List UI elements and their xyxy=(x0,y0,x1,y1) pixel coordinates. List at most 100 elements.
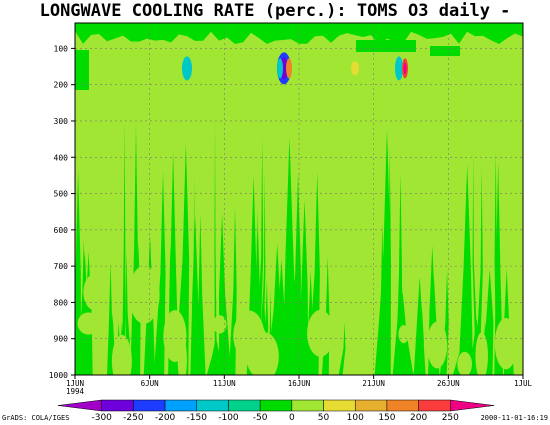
x-tick-label: 16JUN xyxy=(288,379,311,388)
y-tick-label: 700 xyxy=(54,262,69,271)
x-tick-label: 21JUN xyxy=(362,379,385,388)
contour-region xyxy=(375,129,391,375)
contour-region xyxy=(128,265,160,324)
anomaly xyxy=(351,61,359,76)
x-tick-label: 1994 xyxy=(66,387,85,396)
contour-region xyxy=(494,318,518,370)
colorbar-label: -100 xyxy=(218,413,239,423)
contour-region xyxy=(233,310,265,361)
contour-region xyxy=(213,315,227,334)
contour-region xyxy=(338,289,361,317)
contour-region xyxy=(301,270,313,375)
colorbar-swatch xyxy=(57,399,102,412)
x-tick-label: 26JUN xyxy=(437,379,460,388)
contour-region xyxy=(285,333,301,375)
contour-region xyxy=(214,122,217,375)
contour-region xyxy=(472,150,479,375)
colorbar-label: 200 xyxy=(410,413,427,423)
contour-region xyxy=(260,171,266,375)
colorbar-swatch xyxy=(354,399,388,412)
colorbar-label: -50 xyxy=(253,413,268,423)
contour-region xyxy=(75,249,89,375)
y-tick-label: 900 xyxy=(54,335,69,344)
contour-fields xyxy=(75,23,523,375)
contour-region xyxy=(282,137,299,375)
x-tick-label: 1JUN xyxy=(66,379,84,388)
colorbar-swatch xyxy=(259,399,293,412)
contour-region xyxy=(356,40,416,52)
y-axis: 100 200 300 400 500 600 700 800 900 1000 xyxy=(49,44,75,380)
plot-area xyxy=(74,22,524,376)
contour-region xyxy=(398,325,409,344)
contour-region xyxy=(374,220,384,375)
y-tick-label: 600 xyxy=(54,226,69,235)
colorbar-swatch xyxy=(450,399,495,412)
colorbar-swatch xyxy=(386,399,419,412)
contour-region xyxy=(475,332,488,375)
grid xyxy=(75,23,523,375)
contour-region xyxy=(111,334,132,375)
x-tick-label: 1JUL xyxy=(514,379,533,388)
anomaly xyxy=(395,56,403,81)
anomaly xyxy=(182,56,192,81)
contour-region xyxy=(77,312,100,335)
footer-timestamp: 2000-11-01-16:19 xyxy=(480,414,548,422)
colorbar-label: -150 xyxy=(187,413,208,423)
contour-region xyxy=(413,307,424,375)
colorbar-label: 50 xyxy=(318,413,330,423)
contour-region xyxy=(206,337,223,375)
contour-region xyxy=(307,309,334,357)
contour-region xyxy=(266,243,281,375)
colorbar-label: 0 xyxy=(289,413,295,423)
contour-region xyxy=(219,213,232,375)
contour-region xyxy=(475,167,483,375)
colorbar-label: -200 xyxy=(155,413,176,423)
contour-region xyxy=(386,146,391,375)
colorbar-swatch xyxy=(323,399,356,412)
contour-region xyxy=(198,213,206,375)
contour-region xyxy=(83,273,107,311)
contour-region xyxy=(494,150,502,375)
contour-region xyxy=(75,50,89,90)
colorbar-label: -250 xyxy=(123,413,144,423)
contour-region xyxy=(426,321,448,369)
contour-region xyxy=(190,215,203,375)
colorbar-label: 150 xyxy=(378,413,395,423)
contour-region xyxy=(430,46,460,56)
anomaly xyxy=(286,58,292,79)
contour-region xyxy=(457,351,472,375)
x-tick-label: 6JUN xyxy=(141,379,159,388)
contour-region xyxy=(338,321,346,375)
colorbar-swatch xyxy=(196,399,229,412)
contour-region xyxy=(121,123,126,375)
anomaly xyxy=(277,58,283,79)
colorbar-label: -300 xyxy=(91,413,112,423)
y-tick-label: 400 xyxy=(54,153,69,162)
y-tick-label: 200 xyxy=(54,81,69,90)
y-tick-label: 500 xyxy=(54,190,69,199)
contour-region xyxy=(175,143,190,375)
contour-region xyxy=(255,137,264,375)
contour-region xyxy=(295,199,309,375)
contour-region xyxy=(153,171,166,375)
colorbar-swatch xyxy=(133,399,166,412)
y-tick-label: 800 xyxy=(54,298,69,307)
x-tick-label: 11JUN xyxy=(213,379,236,388)
colorbar: -300 -250 -200 -150 -100 -50 0 50 100 150 200 250 xyxy=(57,399,495,423)
contour-region xyxy=(477,269,494,375)
colorbar-swatch xyxy=(164,399,198,412)
contour-region xyxy=(458,164,474,375)
footer-credit: GrADS: COLA/IGES xyxy=(2,414,70,422)
colorbar-swatch xyxy=(228,399,261,412)
y-tick-label: 100 xyxy=(54,44,69,53)
anomaly xyxy=(403,62,407,75)
contour-region xyxy=(288,172,301,375)
y-tick-label: 1000 xyxy=(49,371,68,380)
y-tick-label: 300 xyxy=(54,117,69,126)
colorbar-label: 250 xyxy=(442,413,459,423)
colorbar-swatch xyxy=(291,399,324,412)
contour-region xyxy=(177,336,187,375)
colorbar-label: 100 xyxy=(347,413,364,423)
